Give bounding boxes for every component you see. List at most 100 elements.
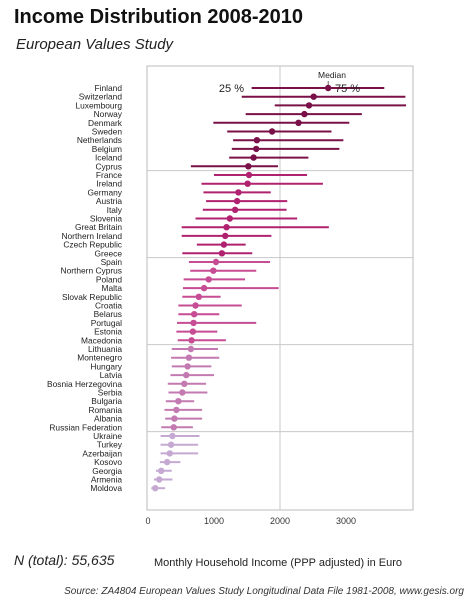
country-row xyxy=(165,398,195,405)
country-row xyxy=(188,258,271,266)
country-label: Austria xyxy=(96,196,122,206)
country-row xyxy=(161,424,193,431)
median-point xyxy=(212,258,220,266)
country-row xyxy=(178,302,242,309)
median-point xyxy=(187,345,195,353)
country-row xyxy=(167,380,207,387)
median-point xyxy=(175,398,182,405)
country-row xyxy=(177,319,257,327)
country-label: Armenia xyxy=(91,475,123,485)
country-row xyxy=(251,84,385,92)
median-point xyxy=(167,441,175,448)
country-row xyxy=(171,354,220,361)
median-point xyxy=(250,154,257,161)
median-point xyxy=(188,337,195,344)
median-point xyxy=(245,163,252,170)
data-rows xyxy=(151,84,407,492)
median-point xyxy=(205,276,212,283)
median-point xyxy=(166,450,173,457)
median-point xyxy=(235,189,242,196)
median-point xyxy=(268,128,276,135)
median-point xyxy=(324,84,332,92)
country-label: Belarus xyxy=(94,309,122,319)
country-row xyxy=(155,467,172,474)
country-row xyxy=(178,311,220,318)
country-row xyxy=(159,458,181,466)
country-label: Italy xyxy=(107,205,123,215)
country-label: Ukraine xyxy=(93,431,122,441)
country-label: Latvia xyxy=(100,370,123,380)
country-row xyxy=(190,163,279,170)
country-row xyxy=(160,432,200,440)
country-row xyxy=(182,284,279,292)
x-tick-label: 3000 xyxy=(336,516,356,526)
country-row xyxy=(151,485,166,492)
median-point xyxy=(200,284,208,292)
median-point xyxy=(184,363,191,370)
country-row xyxy=(160,450,199,457)
country-label: Slovak Republic xyxy=(62,292,122,302)
country-row xyxy=(190,267,257,274)
source-note: Source: ZA4804 European Values Study Lon… xyxy=(64,586,464,597)
country-label: Iceland xyxy=(95,153,122,163)
chart-title: Income Distribution 2008-2010 xyxy=(14,6,303,28)
country-row xyxy=(160,441,199,448)
country-label: Bosnia Herzegovina xyxy=(47,379,122,389)
country-row xyxy=(182,250,253,257)
country-label: Lithuania xyxy=(88,344,122,354)
country-label: Croatia xyxy=(95,301,122,311)
country-row xyxy=(231,145,340,153)
median-point xyxy=(253,137,261,144)
country-label: Spain xyxy=(101,257,123,267)
country-label: Poland xyxy=(96,274,122,284)
country-row xyxy=(214,171,308,179)
x-tick-label: 1000 xyxy=(204,516,224,526)
median-point xyxy=(220,241,228,248)
x-axis-ticks: 0 1000 2000 3000 xyxy=(145,516,356,526)
country-row xyxy=(206,197,288,205)
country-row xyxy=(229,154,309,161)
country-label: Norway xyxy=(94,109,123,119)
x-tick-label: 0 xyxy=(145,516,150,526)
country-row xyxy=(182,293,221,300)
country-row xyxy=(164,406,203,414)
country-labels: FinlandSwitzerlandLuxembourgNorwayDenmar… xyxy=(47,83,123,493)
country-label: Estonia xyxy=(94,327,122,337)
legend-median-label: Median xyxy=(318,70,346,80)
chart-subtitle: European Values Study xyxy=(16,36,174,53)
x-tick-label: 2000 xyxy=(270,516,290,526)
country-label: Bulgaria xyxy=(91,396,122,406)
country-label: Northern Ireland xyxy=(61,231,122,241)
median-point xyxy=(210,267,217,274)
country-label: Hungary xyxy=(90,361,122,371)
median-point xyxy=(181,380,188,387)
median-point xyxy=(163,458,171,466)
median-point xyxy=(253,145,260,153)
country-label: Turkey xyxy=(97,440,123,450)
country-row xyxy=(245,110,362,118)
median-point xyxy=(226,215,234,222)
country-row xyxy=(176,328,218,335)
median-point xyxy=(189,328,197,335)
country-label: Great Britain xyxy=(75,222,122,232)
country-label: Malta xyxy=(102,283,123,293)
median-point xyxy=(244,180,251,187)
chart-legend: Median 25 % 75 % xyxy=(219,70,360,95)
country-label: Romania xyxy=(88,405,122,415)
median-point xyxy=(170,424,177,431)
country-label: Northern Cyprus xyxy=(61,266,122,276)
country-row xyxy=(171,345,218,353)
country-row xyxy=(274,102,407,109)
country-row xyxy=(153,476,173,483)
country-label: Switzerland xyxy=(79,92,123,102)
country-row xyxy=(183,276,246,283)
median-point xyxy=(179,389,186,396)
median-point xyxy=(295,119,302,127)
country-label: Greece xyxy=(95,248,123,258)
country-row xyxy=(203,189,271,196)
country-label: Denmark xyxy=(88,118,123,128)
median-point xyxy=(156,476,163,483)
median-point xyxy=(173,406,180,414)
median-point xyxy=(158,467,165,474)
country-label: Kosovo xyxy=(94,457,122,467)
